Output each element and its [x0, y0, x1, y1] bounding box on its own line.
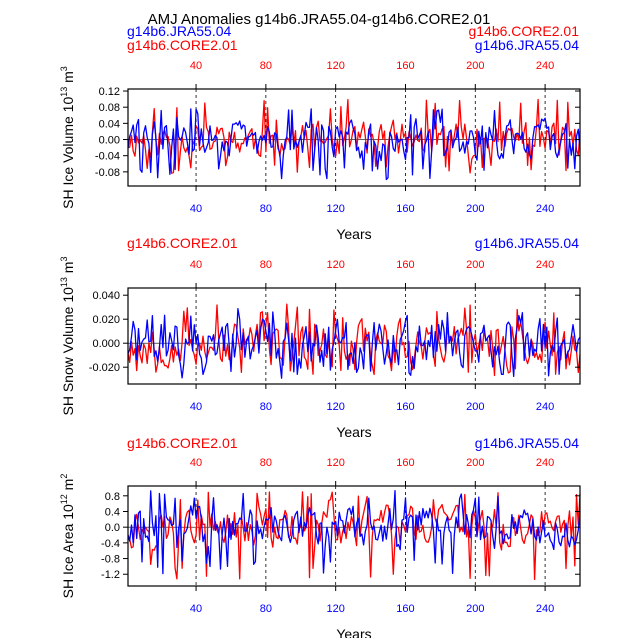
legend-left-entry: g14b6.CORE2.01 [127, 235, 238, 251]
x-tick-label-bottom: 40 [190, 203, 202, 215]
x-tick-label-top: 80 [260, 259, 272, 271]
y-axis-label: SH Snow Volume 1013 m3 [59, 257, 76, 416]
legend-right-entry: g14b6.JRA55.04 [475, 37, 580, 53]
x-tick-label-top: 40 [190, 259, 202, 271]
y-tick-label: 0.8 [105, 491, 120, 503]
x-tick-label-bottom: 160 [396, 603, 414, 615]
y-tick-label: 0.04 [99, 118, 120, 130]
x-tick-label-bottom: 200 [466, 203, 484, 215]
y-tick-label: 0.000 [92, 338, 120, 350]
x-tick-label-top: 200 [466, 457, 484, 469]
x-tick-label-bottom: 80 [260, 603, 272, 615]
x-tick-label-bottom: 200 [466, 401, 484, 413]
plot-frame [127, 287, 581, 385]
x-tick-label-top: 40 [190, 457, 202, 469]
x-tick-label-top: 200 [466, 259, 484, 271]
y-tick-label: 0.020 [92, 314, 120, 326]
x-tick-label-top: 240 [536, 259, 554, 271]
legend-left-entry: g14b6.CORE2.01 [127, 435, 238, 451]
y-tick-label: 0.12 [99, 86, 120, 98]
figure-title: AMJ Anomalies g14b6.JRA55.04-g14b6.CORE2… [148, 11, 491, 28]
y-axis-label: SH Ice Area 1012 m2 [59, 474, 76, 599]
panel-3: -1.2 -0.8 -0.4 0.0 0.4 0.8 40 40 80 80 120 120 160 16… [59, 435, 581, 638]
x-tick-label-bottom: 240 [536, 401, 554, 413]
panel-1: -0.08 -0.04 0.00 0.04 0.08 0.12 40 40 80 80 120 120… [59, 23, 581, 242]
x-tick-label-top: 240 [536, 457, 554, 469]
series-line-jra [127, 490, 581, 575]
y-tick-label: 0.4 [105, 506, 120, 518]
x-tick-label-top: 160 [396, 457, 414, 469]
x-tick-label-bottom: 240 [536, 603, 554, 615]
legend-left-entry: g14b6.CORE2.01 [127, 37, 238, 53]
x-tick-label-top: 80 [260, 60, 272, 72]
x-tick-label-top: 40 [190, 60, 202, 72]
y-axis-label: SH Ice Volume 1013 m3 [59, 66, 76, 209]
x-tick-label-bottom: 120 [326, 603, 344, 615]
y-tick-label: -0.8 [101, 554, 120, 566]
plot-frame [127, 485, 581, 587]
x-tick-label-bottom: 120 [326, 203, 344, 215]
x-tick-label-bottom: 120 [326, 401, 344, 413]
y-tick-label: 0.040 [92, 290, 120, 302]
x-axis-label: Years [336, 226, 371, 242]
x-tick-label-top: 120 [326, 60, 344, 72]
x-axis-label: Years [336, 424, 371, 440]
y-tick-label: 0.08 [99, 102, 120, 114]
x-tick-label-bottom: 40 [190, 401, 202, 413]
y-tick-label: -0.020 [89, 362, 120, 374]
x-tick-label-bottom: 80 [260, 401, 272, 413]
series-line-jra [127, 307, 581, 379]
x-tick-label-bottom: 80 [260, 203, 272, 215]
x-tick-label-bottom: 200 [466, 603, 484, 615]
x-tick-label-top: 160 [396, 259, 414, 271]
legend-right-entry: g14b6.CORE2.01 [468, 23, 579, 39]
y-tick-label: -0.04 [95, 151, 120, 163]
x-tick-label-top: 200 [466, 60, 484, 72]
panel-2: -0.020 0.000 0.020 0.040 40 40 80 80 120 120 160 16… [59, 235, 581, 440]
x-tick-label-bottom: 160 [396, 401, 414, 413]
x-tick-label-top: 120 [326, 259, 344, 271]
y-tick-label: 0.00 [99, 135, 120, 147]
x-tick-label-top: 120 [326, 457, 344, 469]
legend-left-entry: g14b6.JRA55.04 [127, 23, 232, 39]
x-tick-label-bottom: 40 [190, 603, 202, 615]
x-tick-label-bottom: 240 [536, 203, 554, 215]
y-tick-label: -1.2 [101, 569, 120, 581]
x-tick-label-bottom: 160 [396, 203, 414, 215]
y-tick-label: -0.08 [95, 167, 120, 179]
x-axis-label: Years [336, 626, 371, 638]
legend-right-entry: g14b6.JRA55.04 [475, 435, 580, 451]
y-tick-label: -0.4 [101, 538, 120, 550]
x-tick-label-top: 240 [536, 60, 554, 72]
legend-right-entry: g14b6.JRA55.04 [475, 235, 580, 251]
y-tick-label: 0.0 [105, 522, 120, 534]
x-tick-label-top: 80 [260, 457, 272, 469]
series-line-jra [127, 108, 581, 181]
plot-frame [127, 88, 581, 187]
x-tick-label-top: 160 [396, 60, 414, 72]
